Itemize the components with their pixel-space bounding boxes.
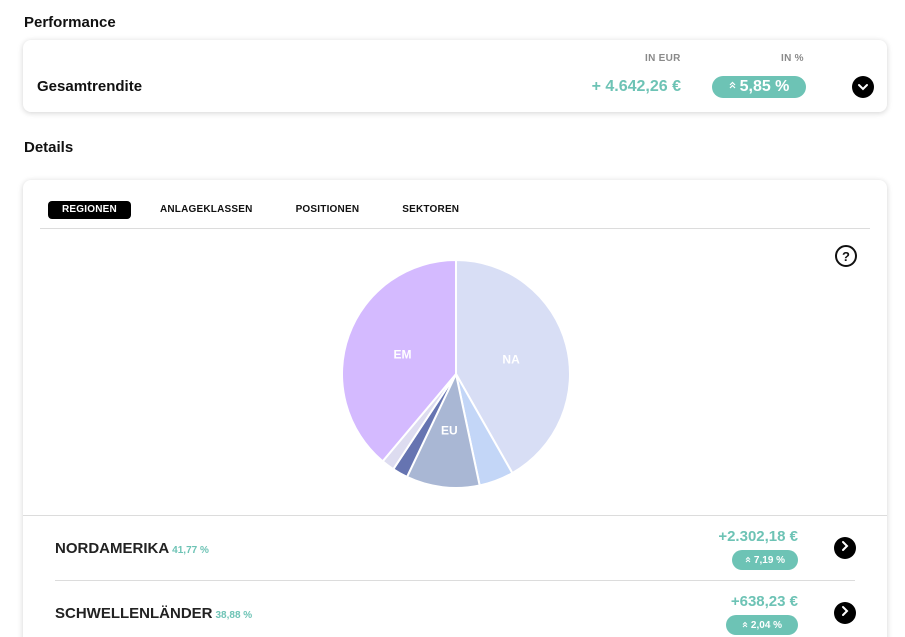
performance-card: IN EUR IN % Gesamtrendite + 4.642,26 € 5… xyxy=(23,40,887,112)
pie-slice-na[interactable] xyxy=(455,258,571,475)
column-header-percent: IN % xyxy=(781,53,804,64)
tab-anlageklassen[interactable]: ANLAGEKLASSEN xyxy=(159,204,253,215)
region-name: NORDAMERIKA 41,77 % xyxy=(55,540,209,557)
region-share: 41,77 % xyxy=(172,545,209,556)
pie-label-na: NA xyxy=(502,352,520,366)
region-row-nordamerika[interactable]: NORDAMERIKA 41,77 % +2.302,18 € 7,19 % xyxy=(23,516,887,580)
region-row-schwellenlaender[interactable]: SCHWELLENLÄNDER 38,88 % +638,23 € 2,04 % xyxy=(23,581,887,637)
chevron-right-icon xyxy=(841,539,849,557)
tab-sektoren[interactable]: SEKTOREN xyxy=(402,204,460,215)
region-return-eur: +638,23 € xyxy=(730,593,798,610)
total-return-percent-value: 5,85 % xyxy=(739,78,790,95)
details-card: REGIONEN ANLAGEKLASSEN POSITIONEN SEKTOR… xyxy=(23,180,887,637)
double-chevron-up-icon xyxy=(729,81,736,91)
tabs-divider xyxy=(40,228,870,229)
pie-slice-em[interactable] xyxy=(341,258,457,463)
total-return-label: Gesamtrendite xyxy=(37,78,143,95)
region-name: SCHWELLENLÄNDER 38,88 % xyxy=(55,605,252,622)
region-return-percent-badge: 7,19 % xyxy=(732,550,798,570)
pie-label-em: EM xyxy=(393,347,411,361)
pie-slice-eu[interactable] xyxy=(405,370,481,489)
chevron-right-icon xyxy=(841,604,849,622)
region-name-label: SCHWELLENLÄNDER xyxy=(55,605,213,622)
region-detail-button[interactable] xyxy=(834,602,856,624)
tab-regionen[interactable]: REGIONEN xyxy=(48,201,131,219)
double-chevron-up-icon xyxy=(745,555,751,566)
region-name-label: NORDAMERIKA xyxy=(55,540,170,557)
double-chevron-up-icon xyxy=(742,620,748,631)
region-return-percent-value: 2,04 % xyxy=(750,619,783,631)
tab-positionen[interactable]: POSITIONEN xyxy=(295,204,360,215)
details-title: Details xyxy=(24,139,74,156)
regions-pie-chart: NA EU EM xyxy=(341,258,571,489)
region-return-eur: +2.302,18 € xyxy=(718,528,798,545)
performance-title: Performance xyxy=(24,14,116,31)
question-circle-icon[interactable]: ? xyxy=(835,245,857,267)
region-list-divider xyxy=(23,515,887,516)
region-row-divider xyxy=(55,580,855,581)
details-tabs: REGIONEN ANLAGEKLASSEN POSITIONEN SEKTOR… xyxy=(48,200,488,220)
region-share: 38,88 % xyxy=(215,610,253,621)
region-return-percent-value: 7,19 % xyxy=(753,554,786,566)
total-return-percent-badge: 5,85 % xyxy=(712,76,806,98)
expand-toggle-button[interactable] xyxy=(852,76,874,98)
region-detail-button[interactable] xyxy=(834,537,856,559)
column-header-eur: IN EUR xyxy=(645,53,681,64)
total-return-eur: + 4.642,26 € xyxy=(591,78,681,95)
pie-label-eu: EU xyxy=(441,424,458,438)
region-return-percent-badge: 2,04 % xyxy=(726,615,798,635)
chevron-down-icon xyxy=(857,78,869,96)
